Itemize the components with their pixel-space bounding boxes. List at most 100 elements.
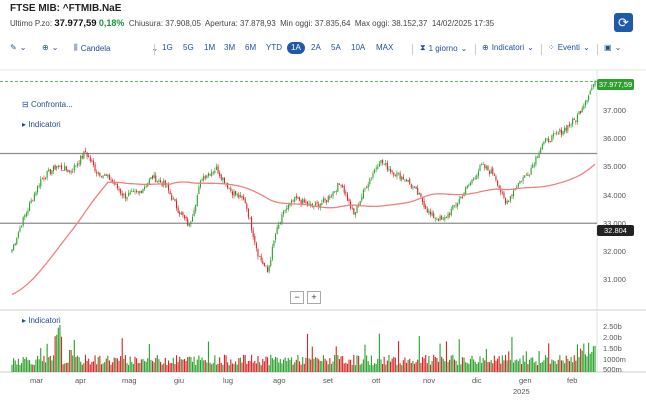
candle xyxy=(239,194,241,197)
volume-bar xyxy=(11,364,13,372)
volume-bar xyxy=(102,363,104,372)
candle xyxy=(251,217,253,231)
range-10a[interactable]: 10A xyxy=(351,43,366,52)
volume-indicators-toggle[interactable]: ▸ Indicatori xyxy=(22,316,61,325)
candle xyxy=(570,124,572,126)
high-label: Max oggi: xyxy=(354,19,390,28)
refresh-button[interactable]: ⟳ xyxy=(614,13,633,32)
candle xyxy=(145,186,147,187)
range-1m[interactable]: 1M xyxy=(204,43,216,52)
volume-bar xyxy=(196,359,198,372)
range-5g[interactable]: 5G xyxy=(183,43,194,52)
volume-bar xyxy=(338,359,340,372)
price-tick: 33.000 xyxy=(603,219,626,228)
range-2a[interactable]: 2A xyxy=(311,43,321,52)
volume-bar xyxy=(260,365,262,372)
volume-bar xyxy=(126,363,128,372)
candle xyxy=(46,171,48,178)
volume-bar xyxy=(319,360,321,372)
candle xyxy=(489,171,491,174)
volume-bar xyxy=(235,361,237,372)
volume-bar xyxy=(219,357,221,372)
volume-bar xyxy=(267,357,269,372)
candle xyxy=(134,191,136,193)
volume-bar xyxy=(169,363,171,372)
candle xyxy=(212,172,214,174)
candle xyxy=(78,163,80,165)
candle xyxy=(356,205,358,213)
candle xyxy=(124,193,126,199)
candle xyxy=(223,178,225,184)
volume-bar xyxy=(417,359,419,372)
candle xyxy=(196,195,198,206)
candle xyxy=(255,243,257,249)
candle xyxy=(484,164,486,169)
volume-bar xyxy=(573,355,575,372)
volume-bar xyxy=(425,355,427,372)
volume-bar xyxy=(370,355,372,372)
volume-bar xyxy=(17,358,19,372)
volume-bar xyxy=(120,356,122,372)
range-6m[interactable]: 6M xyxy=(245,43,257,52)
volume-bar xyxy=(89,364,91,372)
candle xyxy=(241,195,243,198)
candle xyxy=(21,226,23,228)
range-1a[interactable]: 1A xyxy=(287,42,305,54)
candle xyxy=(544,138,547,142)
chart-type-label: Candela xyxy=(80,43,111,53)
volume-bar xyxy=(220,362,222,372)
candle xyxy=(303,199,305,203)
candle xyxy=(182,212,184,216)
candle xyxy=(479,165,481,171)
candle xyxy=(517,183,519,187)
volume-bar xyxy=(564,363,566,372)
crosshair-button[interactable]: ⊕ ⌄ xyxy=(42,43,58,52)
range-3m[interactable]: 3M xyxy=(224,43,236,52)
range-1g[interactable]: 1G xyxy=(162,43,173,52)
zoom-in-button[interactable]: + xyxy=(307,291,321,304)
volume-bar xyxy=(14,360,16,372)
volume-bar xyxy=(128,364,130,372)
draw-tool-button[interactable]: ✎ ⌄ xyxy=(10,43,26,52)
candle xyxy=(207,173,210,176)
volume-bar xyxy=(420,363,422,372)
range-max[interactable]: MAX xyxy=(376,43,394,52)
candle xyxy=(575,120,577,122)
interval-select[interactable]: ⧗ 1 giorno ⌄ xyxy=(420,43,467,53)
last-price-value: 37.977,59 xyxy=(54,18,97,29)
volume-bar xyxy=(375,363,377,372)
volume-bar xyxy=(310,359,312,372)
candle xyxy=(113,182,115,185)
candle xyxy=(326,200,328,202)
compare-button[interactable]: ⊟ Confronta... xyxy=(22,100,73,109)
volume-tick: 1.50b xyxy=(603,344,622,353)
volume-bar xyxy=(121,338,123,372)
indicators-menu[interactable]: ⊕ Indicatori ⌄ xyxy=(482,43,534,52)
candle xyxy=(447,213,449,218)
volume-bar xyxy=(164,357,166,372)
volume-bar xyxy=(86,360,88,372)
volume-bar xyxy=(431,361,433,372)
save-menu[interactable]: ▣ ⌄ xyxy=(604,43,621,52)
volume-bar xyxy=(100,364,103,372)
volume-bar xyxy=(48,357,50,372)
volume-bar xyxy=(524,361,526,372)
volume-bar xyxy=(565,355,567,372)
events-menu[interactable]: ⁘ Eventi ⌄ xyxy=(548,43,590,52)
candle xyxy=(560,130,563,135)
candle xyxy=(88,155,90,157)
indicators-toggle[interactable]: ▸ Indicatori xyxy=(22,120,61,129)
range-ytd[interactable]: YTD xyxy=(266,43,282,52)
volume-bar xyxy=(372,365,374,372)
candle xyxy=(389,169,392,172)
zoom-out-button[interactable]: − xyxy=(290,291,304,304)
candle xyxy=(260,255,262,261)
candle xyxy=(551,135,553,142)
volume-bar xyxy=(500,363,502,372)
range-5a[interactable]: 5A xyxy=(331,43,341,52)
candle xyxy=(83,151,85,159)
candle xyxy=(180,212,182,215)
candle xyxy=(324,198,326,201)
candle xyxy=(289,202,291,206)
